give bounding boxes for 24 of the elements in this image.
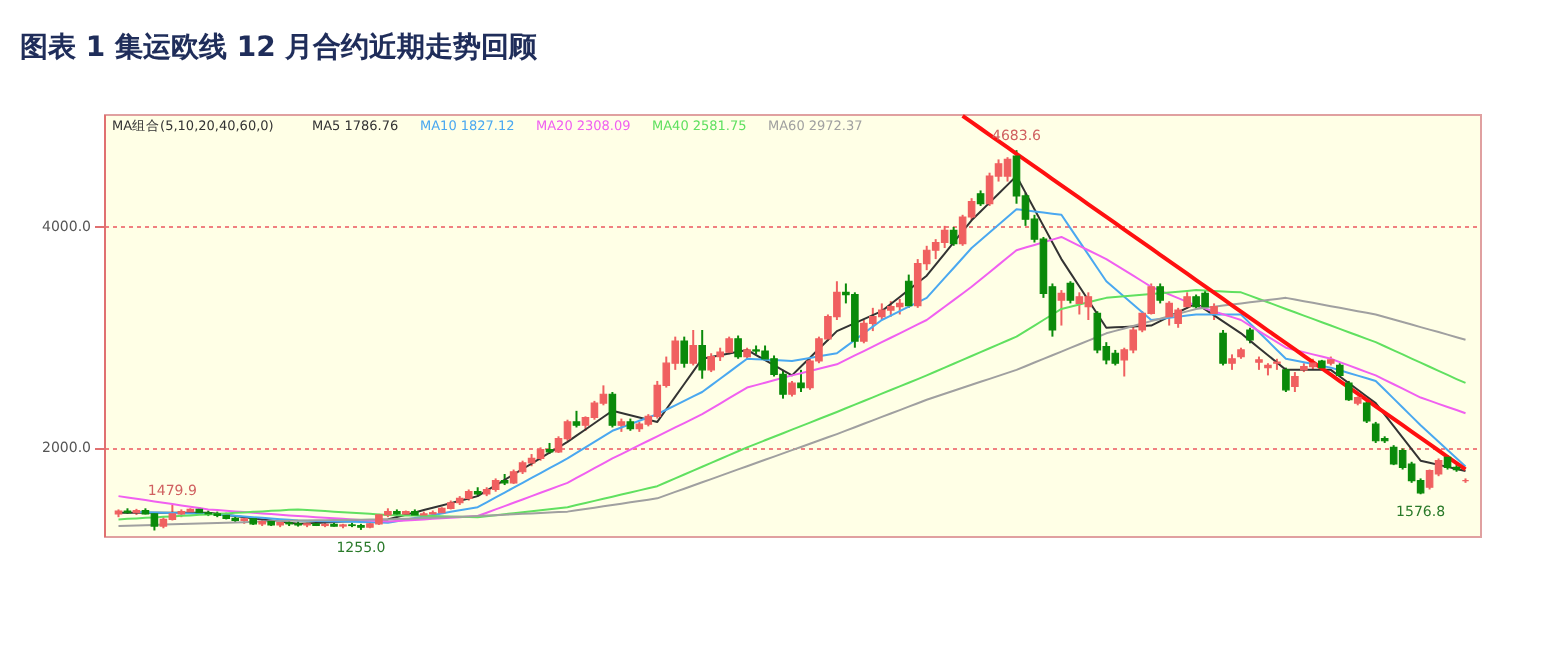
candlestick: [1003, 156, 1012, 183]
candlestick: [940, 224, 949, 250]
chart-title: 图表 1 集运欧线 12 月合约近期走势回顾: [20, 29, 540, 64]
candlestick: [797, 368, 805, 394]
candlestick: [1075, 291, 1084, 316]
candlestick: [689, 328, 698, 367]
candlestick: [1282, 366, 1290, 394]
candlestick: [698, 328, 706, 380]
candlestick: [1344, 379, 1353, 402]
candlestick: [1057, 289, 1066, 327]
candlestick: [608, 391, 617, 429]
candlestick: [590, 399, 599, 421]
candlestick: [1084, 291, 1093, 322]
candlestick: [680, 335, 689, 369]
candlestick: [949, 225, 958, 247]
candlestick: [904, 273, 913, 309]
candlestick: [985, 171, 994, 207]
line-series: [960, 113, 1468, 472]
candlestick: [1156, 282, 1164, 305]
candlestick: [1066, 280, 1075, 305]
candlestick: [1219, 328, 1227, 367]
candlestick: [1291, 371, 1299, 394]
candlestick: [1093, 310, 1102, 355]
candlestick: [734, 334, 742, 360]
